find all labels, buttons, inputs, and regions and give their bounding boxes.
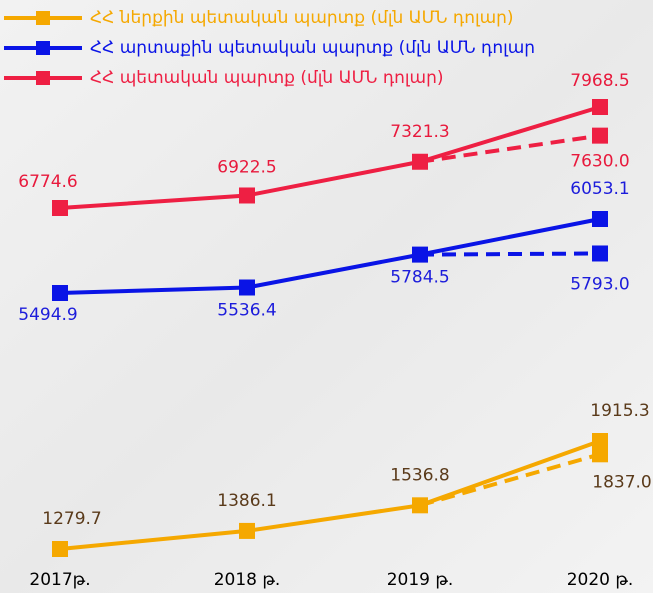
legend-marker — [36, 11, 50, 25]
marker — [239, 187, 255, 204]
marker — [592, 433, 608, 449]
marker — [412, 497, 428, 514]
x-tick-label: 2020 թ. — [567, 570, 634, 590]
legend-label: ՀՀ ներքին պետական պարտք (մլն ԱՄՆ դոլար) — [90, 8, 514, 28]
marker — [52, 200, 68, 216]
data-label: 5536.4 — [217, 300, 276, 320]
marker — [412, 246, 428, 263]
data-label: 1279.7 — [42, 509, 101, 529]
data-label: 1536.8 — [390, 465, 449, 485]
legend-label: ՀՀ արտաքին պետական պարտք (մլն ԱՄՆ դոլար — [90, 38, 535, 58]
projection-marker — [592, 127, 608, 144]
legend-marker — [36, 41, 50, 55]
data-label: 5793.0 — [570, 274, 629, 294]
projection-line — [419, 133, 601, 164]
data-label: 1386.1 — [217, 491, 276, 511]
x-tick-label: 2018 թ. — [214, 570, 281, 590]
x-tick-label: 2017թ. — [29, 570, 90, 590]
series-line — [59, 439, 601, 551]
x-tick-label: 2019 թ. — [387, 570, 454, 590]
data-label: 7630.0 — [570, 152, 629, 172]
marker — [592, 211, 608, 227]
data-label: 6053.1 — [570, 179, 629, 199]
projection-line — [419, 251, 601, 257]
data-label: 7968.5 — [570, 71, 629, 91]
marker — [239, 279, 255, 296]
legend-marker — [36, 71, 50, 85]
data-label: 5494.9 — [18, 305, 77, 325]
legend-label: ՀՀ պետական պարտք (մլն ԱՄՆ դոլար) — [90, 68, 443, 88]
marker — [52, 541, 68, 557]
data-label: 6774.6 — [18, 172, 77, 192]
data-label: 1837.0 — [592, 472, 651, 492]
marker — [239, 522, 255, 539]
projection-marker — [592, 446, 608, 463]
marker — [412, 153, 428, 170]
projection-line — [419, 452, 601, 508]
series-line — [59, 217, 601, 295]
marker — [592, 99, 608, 115]
data-label: 5784.5 — [390, 268, 449, 288]
series-line — [59, 105, 601, 210]
data-label: 7321.3 — [390, 122, 449, 142]
marker — [52, 285, 68, 301]
data-label: 1915.3 — [590, 401, 649, 421]
data-label: 6922.5 — [217, 157, 276, 177]
projection-marker — [592, 245, 608, 262]
